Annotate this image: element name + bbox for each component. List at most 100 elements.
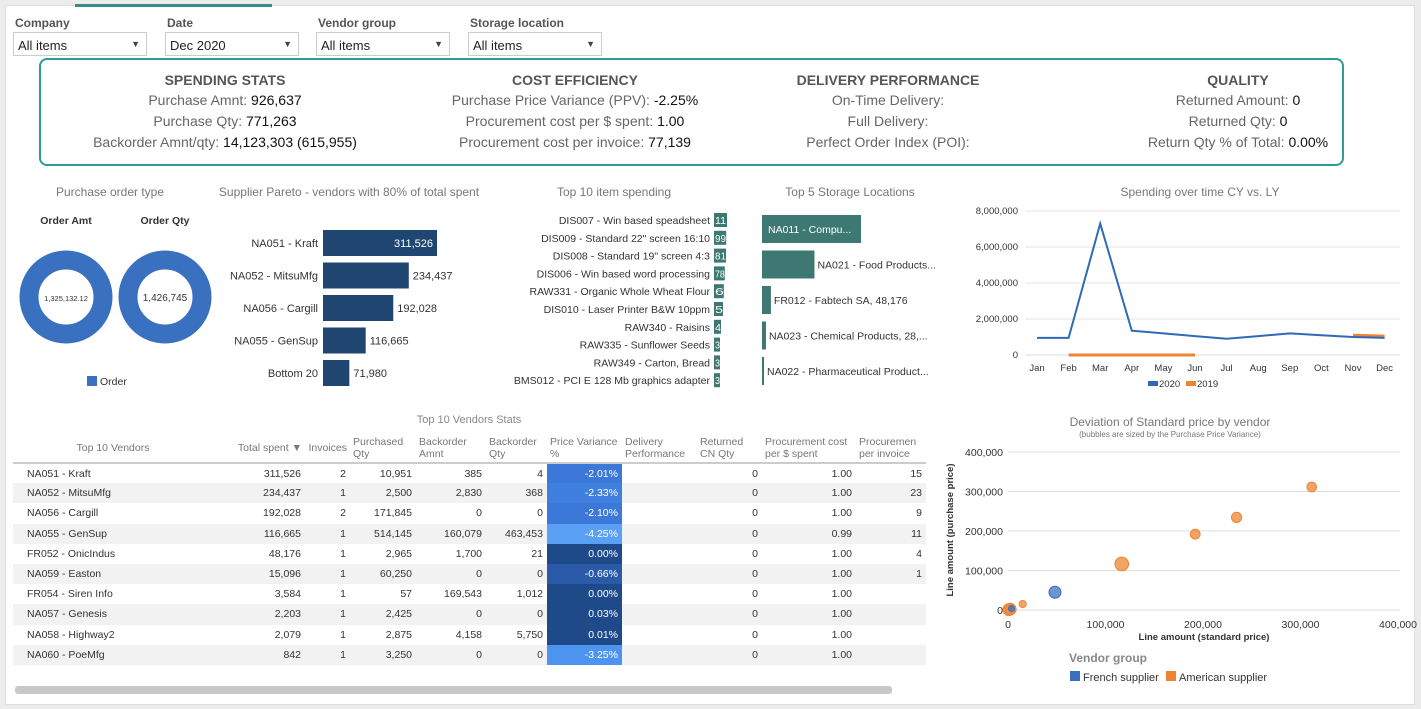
table-cell: -2.01% [547,463,622,484]
table-row[interactable]: NA057 - Genesis 2,203 1 2,425 0 0 0.03% 0 1.00 [13,604,926,625]
table-cell: NA056 - Cargill [27,507,99,520]
line-series-2019[interactable] [1352,333,1385,338]
storage-bar[interactable] [762,250,815,279]
pareto-bar[interactable] [323,230,437,256]
table-row[interactable]: NA055 - GenSup 116,665 1 514,145 160,079 463,… [13,523,926,544]
table-cell: 1 [305,644,350,665]
scatter-bubble[interactable] [1114,556,1130,572]
kpi-label: Backorder Amnt/qty: [93,134,224,150]
y-tick-label: 200,000 [965,526,1003,538]
item-bar[interactable] [714,248,726,263]
pareto-bar[interactable] [323,360,350,386]
kpi-label: Returned Amount: [1175,92,1293,108]
pareto-bar[interactable] [323,327,366,354]
donut-slice-order[interactable] [118,250,212,344]
table-row[interactable]: NA059 - Easton 15,096 1 60,250 0 0 -0.66% 0 1.00… [13,563,926,585]
storage-bar[interactable] [762,286,771,314]
kpi-delivery: DELIVERY PERFORMANCE On-Time Delivery: Fu… [718,70,1058,153]
top-vendors-table: Top 10 Vendors Total spent ▼ Invoices Purch… [13,433,926,665]
table-cell: 0 [697,483,762,504]
item-bar[interactable] [714,302,723,316]
legend-swatch-order [87,376,97,386]
table-cell: 1 [340,628,346,641]
kpi-value: 926,637 [251,92,302,108]
column-header[interactable]: Procuremen per invoice [856,433,926,464]
table-row[interactable]: FR052 - OnicIndus 48,176 1 2,965 1,700 21 0.00… [13,543,926,564]
table-cell [856,644,926,665]
scatter-bubble[interactable] [1018,599,1027,609]
item-bar[interactable] [714,213,727,227]
filter-dropdown[interactable]: Dec 2020 ▼ [165,32,299,56]
table-row[interactable]: FR054 - Siren Info 3,584 1 57 169,543 1,012 0.… [13,584,926,605]
table-cell: 160,079 [416,523,486,544]
table-cell: 2,079 [274,628,301,641]
y-axis-title: Line amount (purchase price) [945,463,956,596]
horizontal-scrollbar[interactable] [15,686,892,694]
storage-bar[interactable] [762,215,861,243]
scatter-bubble[interactable] [1007,605,1015,613]
item-bar[interactable] [714,337,720,352]
pareto-bar[interactable] [323,295,394,321]
x-tick-label: 300,000 [1282,619,1320,631]
item-bar[interactable] [714,284,724,299]
column-header[interactable]: Total spent ▼ [213,433,305,464]
pareto-bar[interactable] [323,262,409,289]
item-bar[interactable] [714,230,727,245]
kpi-value: 0 [1279,113,1288,129]
filter-label: Date [167,16,194,30]
table-cell: -3.25% [547,644,622,665]
item-bar[interactable] [714,355,720,370]
pareto-category: NA056 - Cargill [243,303,318,315]
item-bar[interactable] [714,319,721,334]
top-items-title: Top 10 item spending [556,185,672,199]
x-tick-label: Dec [1376,363,1393,374]
column-header[interactable]: Backorder Qty [486,433,547,464]
donut-slice-order[interactable] [19,250,113,344]
pareto-category: NA052 - MitsuMfg [230,271,318,283]
kpi-label: Purchase Qty: [153,113,246,129]
table-cell: 2,830 [416,483,486,504]
scatter-bubble[interactable] [1048,585,1062,599]
line-series-2020[interactable] [1037,219,1385,340]
table-cell [622,483,697,504]
kpi-title: QUALITY [1207,72,1269,88]
table-row[interactable]: NA060 - PoeMfg 842 1 3,250 0 0 -3.25% 0 1.00 [13,644,926,665]
item-bar[interactable] [714,373,720,388]
column-header[interactable]: Purchased Qty [350,433,416,464]
table-cell: 2,875 [385,628,412,641]
scatter-bubble[interactable] [1230,511,1243,523]
table-cell: 0 [752,588,758,601]
table-row[interactable]: NA051 - Kraft 311,526 2 10,951 385 4 -2.01% 0 1.… [13,463,926,484]
filter-dropdown[interactable]: All items ▼ [316,32,450,56]
filter-dropdown[interactable]: All items ▼ [468,32,602,56]
item-bar[interactable] [714,266,725,281]
table-cell: 1.00 [831,628,852,641]
scatter-bubble[interactable] [1306,481,1318,493]
table-row[interactable]: NA052 - MitsuMfg 234,437 1 2,500 2,830 368 -2.… [13,483,926,504]
column-header[interactable]: Invoices [305,433,350,464]
table-row[interactable]: NA056 - Cargill 192,028 2 171,845 0 0 -2.10% 0 1… [13,503,926,524]
table-cell: 4 [916,547,922,560]
column-header[interactable]: Delivery Performance [622,433,697,464]
storage-bar[interactable] [762,357,764,385]
table-cell: FR054 - Siren Info [27,588,113,601]
column-header[interactable]: Top 10 Vendors [13,433,213,464]
table-cell: 0.01% [547,624,622,645]
table-row[interactable]: NA058 - Highway2 2,079 1 2,875 4,158 5,750 0.0… [13,624,926,645]
filter-dropdown[interactable]: All items ▼ [13,32,147,56]
column-header[interactable]: Backorder Amnt [416,433,486,464]
column-header[interactable]: Price Variance % [547,433,622,464]
pareto-value-label: 116,665 [370,336,409,348]
item-value-label: 5 [715,305,724,316]
column-header[interactable]: Returned CN Qty [697,433,762,464]
y-tick-label: 0 [1013,350,1018,361]
scatter-bubble[interactable] [1189,528,1201,540]
storage-bar[interactable] [762,321,766,350]
column-header[interactable]: Procurement cost per $ spent [762,433,856,464]
table-cell: -0.66% [547,563,622,585]
table-cell: NA052 - MitsuMfg [13,483,213,504]
x-tick-label: Nov [1345,363,1362,374]
active-tab-indicator[interactable] [75,4,272,7]
filter-label: Storage location [470,16,565,30]
storage-label: FR012 - Fabtech SA, 48,176 [774,295,908,307]
